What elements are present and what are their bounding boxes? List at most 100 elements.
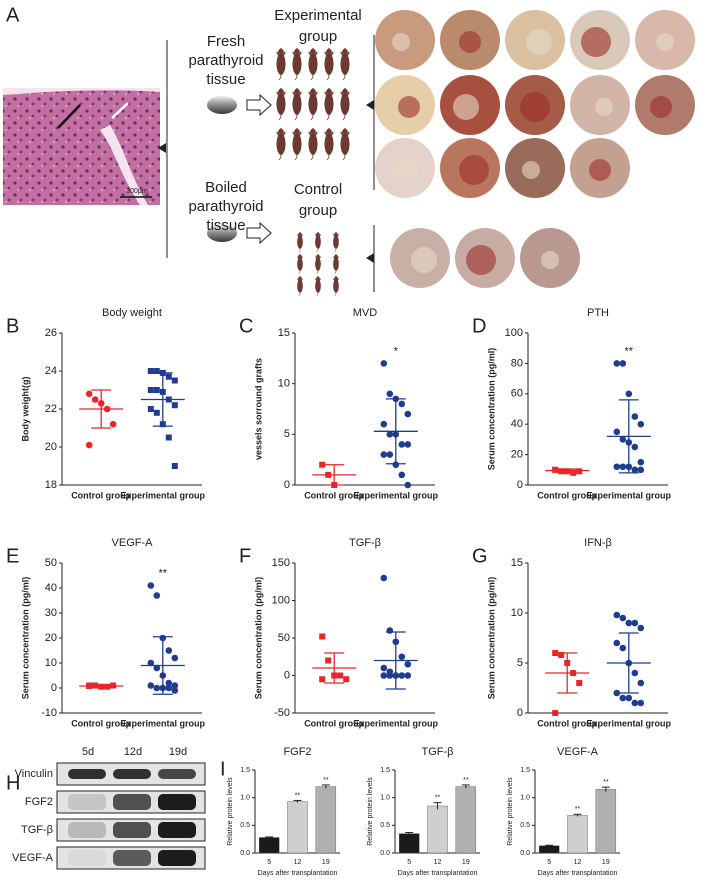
significance: **	[603, 779, 609, 786]
x-tick-label: 19	[322, 859, 330, 866]
significance: **	[625, 345, 634, 357]
group-label: group	[299, 202, 337, 219]
band	[158, 794, 196, 810]
panel-label: H	[6, 772, 20, 794]
y-tick-label: 20	[45, 632, 57, 644]
data-point	[625, 390, 633, 398]
y-tick-label: 100	[272, 594, 290, 606]
data-point	[386, 431, 394, 438]
bar	[258, 837, 280, 854]
data-point	[147, 659, 155, 667]
group-label: parathyroid	[188, 52, 263, 69]
data-point	[570, 469, 577, 476]
data-point	[153, 368, 160, 374]
band	[113, 794, 151, 810]
x-tick-label: Control group	[304, 718, 364, 728]
pointer	[158, 143, 166, 153]
data-point	[380, 574, 388, 582]
band	[158, 850, 196, 866]
band	[68, 794, 106, 810]
scale-bar-label: 300μm	[126, 188, 148, 195]
y-axis-label: Serum concentration (pg/ml)	[486, 577, 496, 700]
bar	[595, 789, 617, 854]
data-point	[171, 682, 179, 689]
y-tick-label: 0.0	[520, 850, 530, 857]
data-point	[147, 368, 154, 374]
y-tick-label: 40	[45, 582, 57, 594]
data-point	[319, 633, 326, 640]
x-tick-label: Experimental group	[121, 718, 206, 728]
chart-title: Body weight	[102, 307, 162, 319]
data-point	[386, 451, 394, 458]
data-point	[552, 466, 559, 473]
x-tick-label: 12	[294, 859, 302, 866]
panel-label: F	[239, 545, 251, 567]
data-point	[619, 436, 627, 443]
bar	[538, 845, 560, 854]
data-point	[637, 420, 645, 428]
mouse	[340, 128, 350, 160]
y-tick-label: 60	[511, 388, 523, 400]
y-tick-label: 0	[517, 479, 523, 491]
group-label: parathyroid	[188, 198, 263, 215]
data-point	[171, 377, 178, 384]
graft-tissue	[526, 29, 552, 55]
y-tick-label: 10	[45, 657, 57, 669]
panel-label: B	[6, 315, 19, 337]
pointer	[366, 253, 374, 263]
panel-label: E	[6, 545, 19, 567]
x-tick-label: Experimental group	[354, 718, 439, 728]
y-tick-label: 1.5	[240, 767, 250, 774]
mouse	[276, 48, 286, 80]
chart-title: MVD	[353, 307, 378, 319]
significance: **	[159, 567, 168, 579]
band	[68, 850, 106, 866]
y-tick-label: 0	[517, 707, 523, 719]
y-tick-label: -50	[274, 707, 290, 719]
y-tick-label: 10	[511, 607, 523, 619]
mouse	[314, 232, 322, 252]
data-point	[619, 614, 627, 622]
x-tick-label: 5	[267, 859, 271, 866]
mouse	[296, 254, 304, 274]
significance: **	[295, 792, 301, 799]
mouse	[292, 48, 302, 80]
data-point	[153, 664, 161, 672]
y-tick-label: 50	[278, 632, 290, 644]
group-label: Fresh	[207, 33, 245, 50]
y-tick-label: 10	[278, 378, 290, 390]
bar	[315, 786, 337, 854]
band	[113, 822, 151, 838]
graft-tissue	[522, 161, 540, 179]
graft-tissue	[650, 96, 672, 118]
data-point	[147, 406, 154, 412]
y-axis-label: Relative protein levels	[367, 777, 374, 846]
data-point	[637, 679, 645, 687]
group-label: Control	[294, 181, 342, 198]
data-point	[552, 710, 559, 716]
mouse	[296, 276, 304, 296]
graft-tissue	[392, 157, 418, 183]
y-tick-label: 5	[284, 428, 290, 440]
mouse	[276, 128, 286, 160]
y-tick-label: 15	[278, 327, 290, 339]
data-point	[619, 360, 627, 367]
x-tick-label: Control group	[537, 718, 597, 728]
arrow	[246, 221, 272, 245]
x-axis-label: Days after transplantation	[398, 870, 478, 877]
data-point	[171, 654, 179, 662]
y-tick-label: 0.0	[240, 850, 250, 857]
data-point	[147, 387, 154, 393]
significance: *	[394, 345, 399, 357]
data-point	[552, 650, 559, 656]
group-label: group	[299, 28, 337, 45]
data-point	[153, 387, 160, 393]
data-point	[625, 694, 633, 702]
row-label: Vinculin	[15, 768, 53, 780]
x-tick-label: 5	[547, 859, 551, 866]
y-tick-label: 30	[45, 607, 57, 619]
data-point	[171, 402, 178, 409]
data-point	[85, 441, 93, 449]
data-point	[404, 660, 412, 668]
